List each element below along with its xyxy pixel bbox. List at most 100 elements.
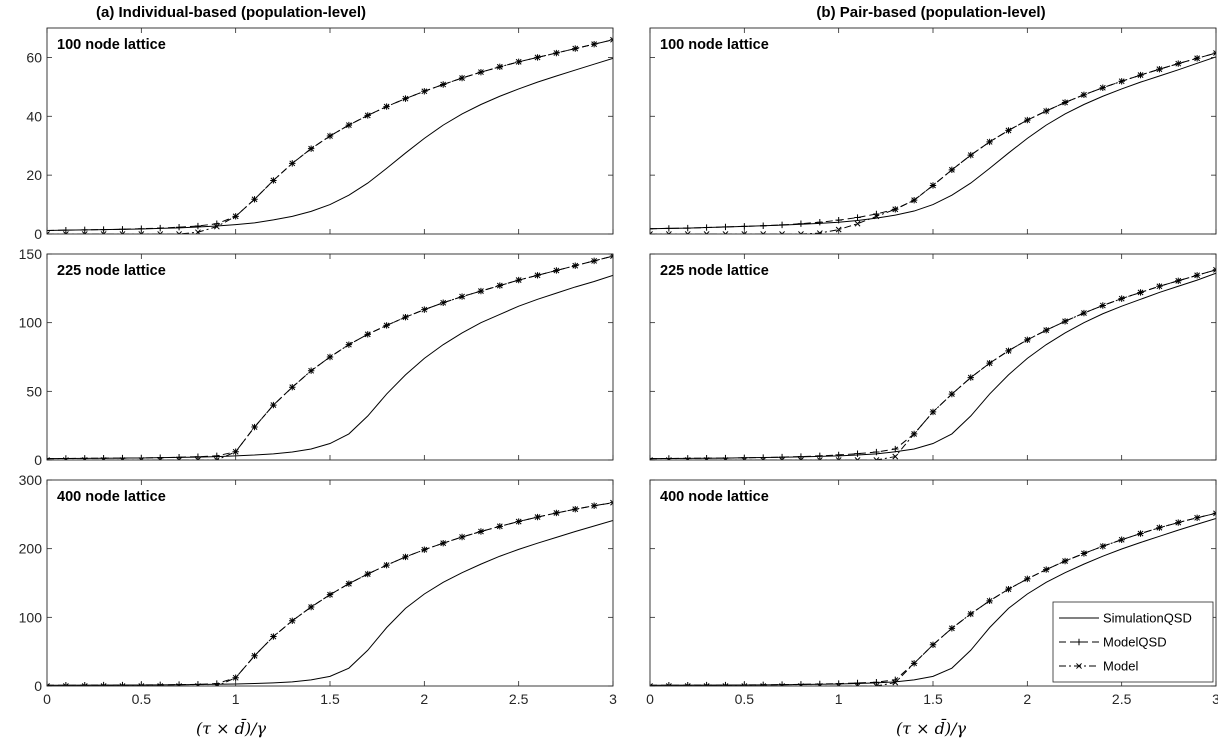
series-model-point [892, 679, 899, 686]
series-model-point [119, 683, 126, 686]
series-model-point [930, 641, 936, 648]
series-model-point [1194, 514, 1201, 521]
series-modelqsd-point [609, 36, 613, 43]
series-model-point [345, 341, 352, 348]
series-model-point [1081, 91, 1087, 98]
series-model-point [911, 430, 918, 437]
series-model-point [383, 562, 390, 569]
series-model-point [722, 457, 729, 460]
x-tick-label: 0.5 [735, 691, 755, 707]
series-model-point [345, 122, 352, 129]
series-model-point [1213, 50, 1216, 56]
series-modelqsd-point [175, 224, 183, 231]
series-model-point [572, 506, 579, 513]
x-tick-label: 0 [646, 691, 654, 707]
series-simulationqsd-line [47, 57, 613, 231]
y-tick-label: 100 [19, 609, 43, 625]
series-model-point [47, 457, 50, 460]
x-tick-label: 1.5 [923, 691, 943, 707]
series-simulationqsd-line [47, 274, 613, 460]
series-model-point [553, 267, 560, 274]
series-model-point [591, 257, 598, 264]
series-model-point [1005, 586, 1012, 593]
panel-a-1: 0 20 40 60 100 node lattice [26, 27, 614, 242]
series-model-point [741, 457, 748, 460]
series-model-point [402, 314, 409, 321]
y-tick-label: 60 [26, 49, 42, 65]
series-model-point [665, 457, 672, 460]
series-model-point [948, 391, 955, 397]
series-modelqsd-point [778, 681, 786, 686]
series-model-point [289, 384, 296, 391]
series-group [47, 499, 613, 686]
series-modelqsd-point [722, 223, 729, 231]
series-model-point [62, 231, 69, 234]
series-model-point [1024, 575, 1031, 582]
series-modelqsd-point [665, 682, 673, 686]
series-simulationqsd-line [650, 272, 1216, 460]
series-model-point [816, 457, 823, 460]
series-modelqsd-point [62, 226, 70, 234]
column-b-title: (b) Pair-based (population-level) [816, 4, 1045, 21]
series-model-point [383, 322, 390, 329]
series-model-point [289, 617, 296, 624]
legend-marker [1075, 638, 1083, 646]
x-tick-label: 0 [43, 691, 51, 707]
series-model-point [650, 231, 653, 234]
series-model-point [610, 499, 613, 506]
y-tick-label: 50 [26, 383, 42, 399]
series-simulationqsd-line [47, 520, 613, 686]
series-model-point [1175, 519, 1182, 526]
series-model-point [402, 553, 409, 560]
y-tick-label: 20 [26, 167, 42, 183]
axes-box [649, 27, 1217, 235]
panel-label: 400 node lattice [660, 489, 769, 505]
series-model-point [308, 145, 315, 152]
series-model-point [308, 604, 315, 610]
y-tick-label: 150 [19, 246, 43, 262]
panel-label: 100 node lattice [660, 37, 769, 53]
series-model-point [459, 75, 465, 81]
x-axis-label-b: (τ × d̄)/γ [896, 717, 967, 738]
series-model-point [100, 683, 107, 686]
series-model-point [948, 625, 955, 632]
column-a-title: (a) Individual-based (population-level) [96, 4, 366, 21]
series-group [47, 36, 613, 234]
series-modelqsd-point [854, 450, 861, 457]
series-model-point [138, 683, 145, 686]
series-modelqsd-point [778, 453, 786, 460]
series-model-point [703, 683, 710, 686]
series-modelqsd-point [119, 681, 126, 686]
series-model-point [251, 424, 258, 430]
panel-a-2: 0 50 100 150 225 node lattice [19, 246, 614, 468]
series-model-point [1099, 543, 1106, 550]
axes-box [46, 479, 614, 687]
series-modelqsd-point [81, 681, 88, 686]
series-modelqsd-point [684, 681, 691, 686]
series-model-point [572, 45, 579, 52]
series-model-point [930, 409, 936, 415]
panel-a-3: 0 0.5 1 1.5 2 2.5 3 0 100 200 300 400 node lattice [19, 472, 617, 707]
legend-label: Model [1103, 659, 1139, 674]
series-model-point [835, 683, 842, 686]
panel-label: 100 node lattice [57, 37, 166, 53]
series-model-point [176, 457, 182, 460]
series-model-point [364, 112, 371, 119]
series-modelqsd-point [609, 254, 613, 260]
series-model-point [119, 231, 126, 234]
series-model-point [930, 182, 936, 189]
y-tick-label: 200 [19, 541, 43, 557]
series-model-point [1005, 127, 1012, 134]
series-modelqsd-point [47, 227, 51, 234]
series-model-point [459, 293, 465, 300]
series-model-point [967, 374, 974, 381]
series-model-point [138, 457, 145, 460]
series-modelqsd-point [650, 682, 654, 686]
series-model-point [816, 230, 823, 234]
panel-b-1: 100 node lattice [649, 27, 1217, 235]
series-model-point [81, 683, 88, 686]
series-model-point [270, 402, 277, 408]
series-model-point [1137, 289, 1144, 296]
series-model-point [308, 367, 315, 374]
